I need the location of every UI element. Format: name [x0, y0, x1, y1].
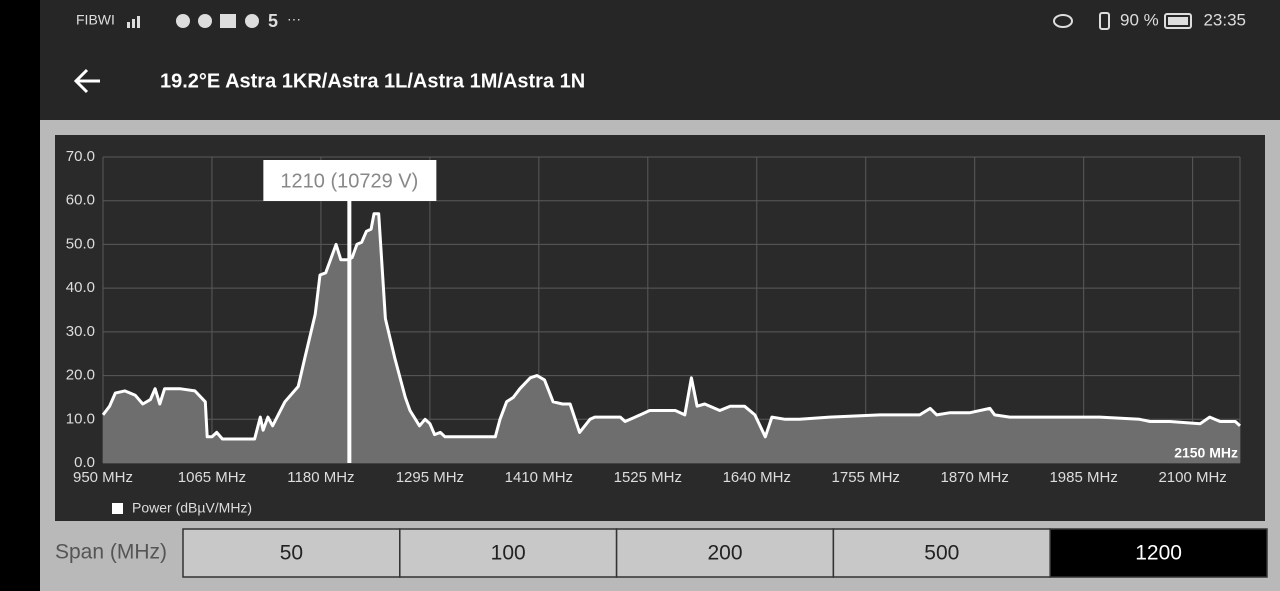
chart: 0.0 10.0 20.0 30.0 40.0 50.0 60.0 70.0 950 MHz 10… — [66, 148, 1242, 516]
span-button[interactable] — [615, 528, 835, 578]
legend-label: Power (dBµV/MHz) — [132, 500, 252, 516]
carrier: FIBWI — [76, 12, 115, 28]
x-tick-label: 1525 MHz — [614, 469, 682, 486]
y-tick-label: 30.0 — [66, 323, 95, 340]
x-tick-label: 950 MHz — [73, 469, 133, 486]
span-button-label[interactable]: 1200 — [1135, 542, 1182, 565]
power-line — [101, 212, 1242, 441]
x-tick-label: 1985 MHz — [1049, 469, 1117, 486]
left-edge — [0, 0, 40, 591]
span-buttons: 50 100 200 500 1200 — [182, 528, 1268, 578]
page-title: 19.2°E Astra 1KR/Astra 1L/Astra 1M/Astra… — [160, 70, 585, 92]
span-button[interactable] — [182, 528, 401, 578]
span-button[interactable] — [1049, 528, 1268, 578]
y-tick-label: 50.0 — [66, 235, 95, 252]
top-bar — [0, 0, 1280, 120]
x-tick-label: 1410 MHz — [505, 469, 573, 486]
cursor-label: 1210 (10729 V) — [280, 170, 418, 192]
clock: 23:35 — [1203, 10, 1246, 29]
svg-text:5: 5 — [268, 11, 278, 31]
y-tick-label: 10.0 — [66, 410, 95, 427]
status-icons: 5 ··· — [127, 11, 1192, 31]
y-tick-label: 40.0 — [66, 279, 95, 296]
battery-level: 90 % — [1120, 10, 1159, 29]
span-button-label[interactable]: 200 — [707, 542, 742, 565]
span-button-label[interactable]: 100 — [491, 542, 526, 565]
cursor-label-box — [263, 160, 437, 201]
x-tick-label: 1295 MHz — [396, 469, 464, 486]
x-tick-label: 1870 MHz — [941, 469, 1009, 486]
x-tick-label: 1640 MHz — [723, 469, 791, 486]
span-button[interactable] — [399, 528, 618, 578]
y-tick-label: 70.0 — [66, 148, 95, 165]
legend-swatch — [112, 503, 123, 514]
range-end-label: 2150 MHz — [1174, 445, 1238, 461]
area-fill — [103, 213, 1240, 463]
y-tick-label: 60.0 — [66, 192, 95, 209]
y-tick-label: 0.0 — [74, 454, 95, 471]
svg-text:···: ··· — [287, 11, 301, 27]
x-tick-label: 1065 MHz — [178, 469, 246, 486]
span-button-label[interactable]: 500 — [924, 542, 959, 565]
x-tick-label: 1180 MHz — [287, 469, 354, 486]
span-button-label[interactable]: 50 — [280, 542, 303, 565]
x-tick-label: 1755 MHz — [832, 469, 900, 486]
back-button[interactable] — [73, 68, 100, 94]
span-label: Span (MHz) — [55, 541, 167, 564]
y-tick-label: 20.0 — [66, 367, 95, 384]
span-button[interactable] — [832, 528, 1051, 578]
x-tick-label: 2100 MHz — [1158, 469, 1226, 486]
